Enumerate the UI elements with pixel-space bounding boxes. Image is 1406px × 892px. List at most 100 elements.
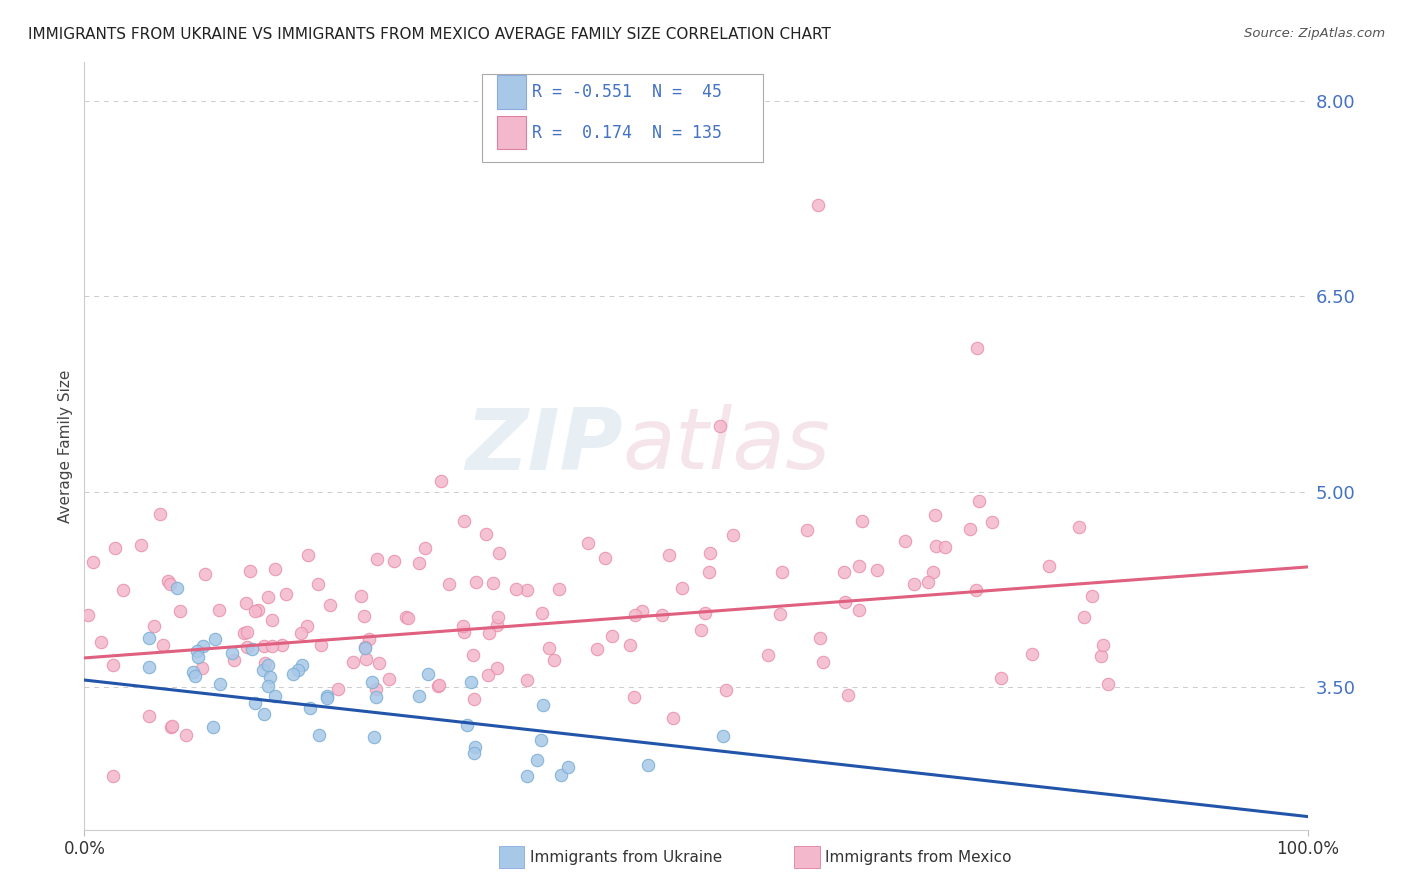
- Text: atlas: atlas: [623, 404, 831, 488]
- Point: [451, 618, 474, 632]
- Point: [526, 753, 548, 767]
- Point: [382, 554, 405, 568]
- Point: [990, 671, 1012, 685]
- Point: [307, 577, 329, 591]
- Point: [193, 566, 215, 581]
- Point: [156, 574, 179, 588]
- Point: [252, 663, 274, 677]
- Point: [181, 665, 204, 679]
- Point: [921, 565, 943, 579]
- Point: [246, 603, 269, 617]
- Point: [848, 603, 870, 617]
- Point: [1081, 589, 1104, 603]
- Point: [967, 493, 990, 508]
- Point: [894, 534, 917, 549]
- Point: [637, 758, 659, 772]
- Point: [917, 574, 939, 589]
- Point: [1038, 558, 1060, 573]
- Point: [481, 576, 503, 591]
- Point: [297, 548, 319, 562]
- Point: [316, 690, 339, 704]
- Point: [981, 516, 1004, 530]
- Text: Source: ZipAtlas.com: Source: ZipAtlas.com: [1244, 27, 1385, 40]
- Point: [159, 577, 181, 591]
- FancyBboxPatch shape: [496, 116, 526, 150]
- Point: [924, 508, 946, 522]
- Point: [1021, 647, 1043, 661]
- Point: [359, 632, 381, 647]
- Point: [361, 675, 384, 690]
- Point: [159, 720, 181, 734]
- Point: [662, 711, 685, 725]
- Point: [295, 619, 318, 633]
- Point: [243, 696, 266, 710]
- Point: [699, 566, 721, 580]
- Point: [832, 565, 855, 579]
- Point: [291, 658, 314, 673]
- Point: [866, 563, 889, 577]
- Point: [315, 691, 337, 706]
- Point: [368, 657, 391, 671]
- Point: [82, 555, 104, 569]
- Point: [257, 658, 280, 673]
- Point: [925, 540, 948, 554]
- Point: [408, 556, 430, 570]
- Point: [319, 598, 342, 612]
- Point: [1073, 609, 1095, 624]
- Point: [191, 640, 214, 654]
- Point: [453, 625, 475, 640]
- Point: [263, 689, 285, 703]
- Point: [464, 740, 486, 755]
- Point: [477, 668, 499, 682]
- Point: [769, 607, 792, 621]
- Text: ZIP: ZIP: [465, 404, 623, 488]
- Point: [623, 690, 645, 704]
- Point: [463, 691, 485, 706]
- Point: [965, 583, 987, 598]
- Point: [464, 575, 486, 590]
- Point: [308, 728, 330, 742]
- Point: [557, 760, 579, 774]
- Point: [848, 559, 870, 574]
- Point: [651, 608, 673, 623]
- Point: [328, 681, 350, 696]
- Point: [253, 656, 276, 670]
- Y-axis label: Average Family Size: Average Family Size: [58, 369, 73, 523]
- Point: [756, 648, 779, 662]
- Point: [299, 701, 322, 715]
- Point: [366, 551, 388, 566]
- Point: [169, 604, 191, 618]
- Text: R =  0.174  N = 135: R = 0.174 N = 135: [531, 124, 723, 142]
- Point: [101, 657, 124, 672]
- Point: [290, 625, 312, 640]
- Point: [236, 624, 259, 639]
- Point: [262, 640, 284, 654]
- Point: [271, 638, 294, 652]
- Point: [239, 564, 262, 578]
- Point: [619, 638, 641, 652]
- Point: [350, 589, 373, 603]
- Point: [142, 618, 165, 632]
- Point: [430, 474, 453, 488]
- Point: [478, 626, 501, 640]
- Point: [253, 707, 276, 722]
- Point: [537, 641, 560, 656]
- Point: [202, 720, 225, 734]
- Point: [807, 198, 830, 212]
- Point: [138, 632, 160, 646]
- Text: R = -0.551  N =  45: R = -0.551 N = 45: [531, 83, 723, 102]
- Point: [186, 644, 208, 658]
- Point: [770, 565, 793, 579]
- Point: [439, 577, 461, 591]
- Point: [259, 670, 281, 684]
- Point: [418, 666, 440, 681]
- Point: [233, 626, 256, 640]
- Point: [138, 709, 160, 723]
- FancyBboxPatch shape: [482, 74, 763, 162]
- Point: [530, 732, 553, 747]
- Point: [711, 729, 734, 743]
- Point: [174, 728, 197, 742]
- Point: [209, 677, 232, 691]
- Point: [474, 527, 496, 541]
- Point: [260, 613, 283, 627]
